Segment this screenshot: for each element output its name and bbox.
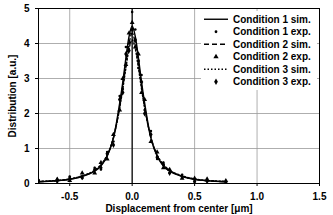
svg-text:Distribution [a.u.]: Distribution [a.u.] — [7, 55, 18, 138]
svg-text:0: 0 — [24, 178, 30, 189]
svg-text:1.0: 1.0 — [250, 191, 264, 202]
svg-text:3: 3 — [24, 73, 30, 84]
svg-text:5: 5 — [24, 3, 30, 14]
svg-text:1.5: 1.5 — [313, 191, 327, 202]
svg-text:Condition 2 sim.: Condition 2 sim. — [233, 39, 311, 50]
svg-text:Condition 3 sim.: Condition 3 sim. — [233, 64, 311, 75]
svg-text:1: 1 — [24, 143, 30, 154]
svg-text:4: 4 — [24, 38, 30, 49]
svg-text:-0.5: -0.5 — [61, 191, 79, 202]
svg-text:Condition 3 exp.: Condition 3 exp. — [233, 76, 311, 87]
svg-text:0.0: 0.0 — [125, 191, 139, 202]
svg-text:0.5: 0.5 — [188, 191, 202, 202]
svg-text:Displacement from center [μm]: Displacement from center [μm] — [105, 203, 252, 214]
svg-text:Condition 2 exp.: Condition 2 exp. — [233, 51, 311, 62]
svg-text:Condition 1 exp.: Condition 1 exp. — [233, 26, 311, 37]
svg-text:2: 2 — [24, 108, 30, 119]
svg-text:Condition 1 sim.: Condition 1 sim. — [233, 14, 311, 25]
